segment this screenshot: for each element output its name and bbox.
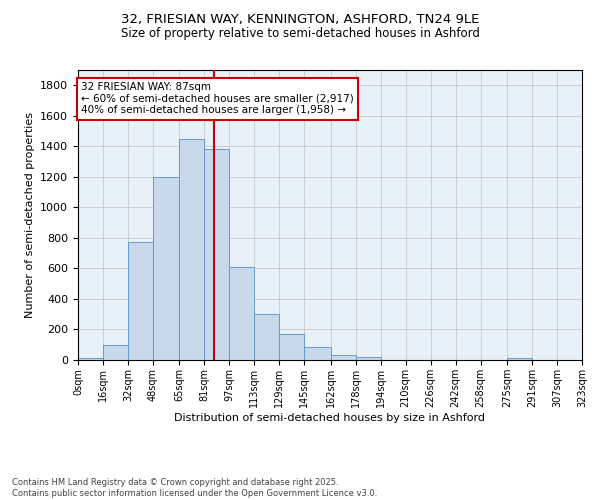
Text: 32, FRIESIAN WAY, KENNINGTON, ASHFORD, TN24 9LE: 32, FRIESIAN WAY, KENNINGTON, ASHFORD, T… — [121, 12, 479, 26]
Bar — [103, 344, 128, 360]
Text: Contains HM Land Registry data © Crown copyright and database right 2025.
Contai: Contains HM Land Registry data © Crown c… — [12, 478, 377, 498]
Text: 32 FRIESIAN WAY: 87sqm
← 60% of semi-detached houses are smaller (2,917)
40% of : 32 FRIESIAN WAY: 87sqm ← 60% of semi-det… — [81, 82, 354, 116]
Bar — [356, 357, 381, 360]
Bar — [254, 314, 279, 360]
Text: Size of property relative to semi-detached houses in Ashford: Size of property relative to semi-detach… — [121, 28, 479, 40]
Bar — [304, 347, 331, 360]
Bar — [128, 242, 153, 360]
Bar — [507, 358, 532, 360]
Bar — [279, 334, 304, 360]
Bar — [229, 267, 254, 360]
Bar — [153, 177, 179, 360]
Bar — [205, 150, 229, 360]
Y-axis label: Number of semi-detached properties: Number of semi-detached properties — [25, 112, 35, 318]
Bar — [179, 138, 205, 360]
Bar — [331, 356, 356, 360]
Bar — [78, 358, 103, 360]
X-axis label: Distribution of semi-detached houses by size in Ashford: Distribution of semi-detached houses by … — [175, 412, 485, 422]
